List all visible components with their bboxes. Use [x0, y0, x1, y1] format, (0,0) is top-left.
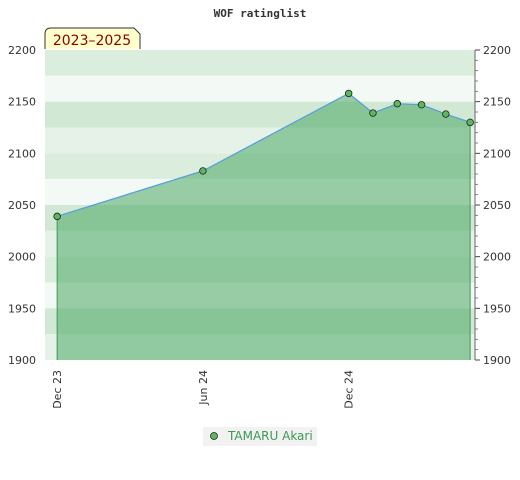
data-point[interactable] — [344, 89, 353, 98]
x-tick-label: Dec 23 — [51, 370, 64, 409]
y-tick-label-right: 2000 — [483, 251, 511, 264]
y-tick-label-left: 1900 — [8, 354, 36, 367]
y-tick-label-right: 2200 — [483, 44, 511, 57]
y-tick-label-left: 2000 — [8, 251, 36, 264]
y-tick-label-left: 2200 — [8, 44, 36, 57]
period-badge: 2023–2025 — [44, 27, 141, 49]
data-point[interactable] — [417, 101, 426, 109]
y-tick-label-right: 2050 — [483, 199, 511, 212]
drop-lines — [56, 122, 471, 360]
data-point[interactable] — [53, 212, 61, 221]
legend-label[interactable]: TAMARU Akari — [227, 429, 313, 443]
series-line — [56, 92, 471, 217]
area-layer — [56, 92, 471, 361]
x-tick-label: Dec 24 — [343, 370, 356, 409]
y-axis-left: 1900 1950 2000 2050 2100 2150 2200 — [8, 44, 36, 367]
y-tick-label-left: 1950 — [8, 302, 36, 315]
y-tick-label-right: 2100 — [483, 147, 511, 160]
data-point[interactable] — [442, 110, 450, 118]
y-tick-label-left: 2050 — [8, 199, 36, 212]
legend: TAMARU Akari — [203, 427, 317, 446]
y-tick-label-right: 1950 — [483, 302, 511, 315]
x-axis: Dec 23 Jun 24 Dec 24 — [51, 370, 356, 409]
y-tick-label-right: 2150 — [483, 96, 511, 109]
legend-marker — [210, 432, 218, 440]
x-tick-label: Jun 24 — [197, 370, 210, 406]
chart-title: WOF ratinglist — [214, 7, 307, 20]
data-point[interactable] — [199, 167, 207, 175]
background-band — [45, 50, 475, 76]
y-tick-label-right: 1900 — [483, 354, 511, 367]
y-tick-label-left: 2150 — [8, 96, 36, 109]
data-point[interactable] — [369, 109, 377, 117]
y-axis-right: 1900 1950 2000 2050 2100 2150 2200 — [474, 44, 511, 367]
data-point[interactable] — [466, 118, 474, 127]
data-points — [53, 89, 474, 221]
period-label: 2023–2025 — [53, 33, 131, 49]
background-band — [45, 75, 475, 102]
data-point[interactable] — [393, 100, 401, 108]
y-tick-label-left: 2100 — [8, 147, 36, 160]
series-area — [57, 93, 471, 361]
